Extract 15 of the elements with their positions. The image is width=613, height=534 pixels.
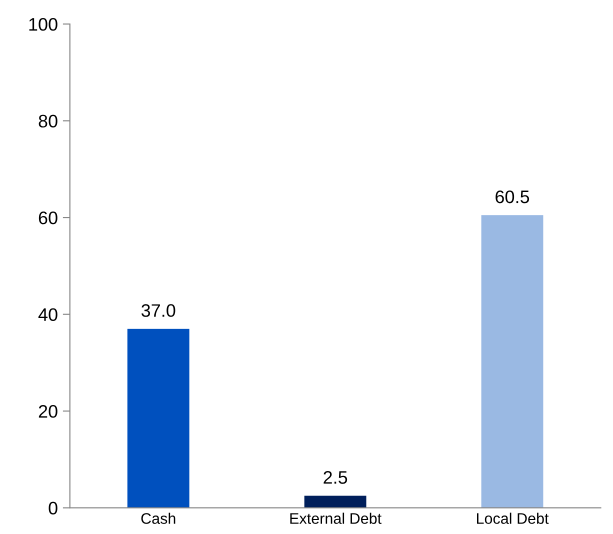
y-tick-label: 100 <box>29 18 58 31</box>
x-tick-label: Cash <box>141 512 176 524</box>
y-tick-label: 0 <box>48 502 58 515</box>
y-tick-label: 80 <box>38 114 58 128</box>
bar <box>481 215 544 508</box>
x-tick-label: Local Debt <box>477 512 549 524</box>
data-label: 37.0 <box>141 304 176 317</box>
y-tick-label: 20 <box>38 405 58 418</box>
bar <box>127 328 190 508</box>
data-label: 60.5 <box>496 190 530 204</box>
bar <box>304 496 366 508</box>
y-tick-label: 60 <box>38 211 58 224</box>
x-tick-label: External Debt <box>290 512 382 524</box>
data-label: 2.5 <box>324 471 348 484</box>
y-tick-label: 40 <box>38 308 58 322</box>
